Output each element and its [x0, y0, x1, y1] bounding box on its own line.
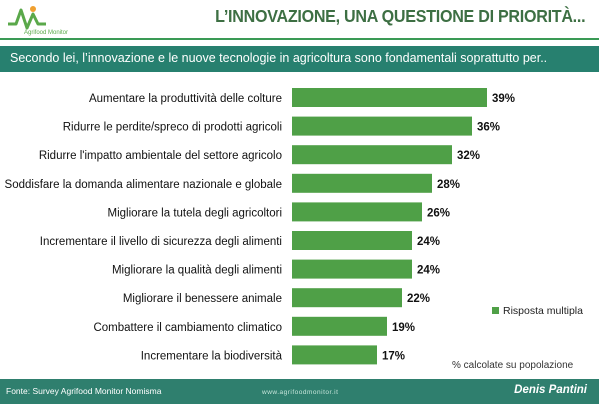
bar [292, 259, 412, 279]
value-label: 17% [382, 350, 405, 362]
value-label: 26% [427, 207, 450, 219]
bar [292, 345, 377, 365]
value-label: 36% [477, 122, 500, 134]
population-note: % calcolate su popolazione [452, 360, 574, 371]
bar [292, 173, 432, 193]
footer-website: www.agrifoodmonitor.it [262, 389, 339, 396]
bar [292, 202, 422, 222]
question-banner [0, 46, 599, 72]
bar [292, 288, 402, 308]
value-label: 39% [492, 93, 515, 105]
category-label: Migliorare la tutela degli agricoltori [108, 207, 283, 219]
bar [292, 145, 452, 165]
title-divider [0, 38, 599, 40]
value-label: 24% [417, 265, 440, 277]
value-label: 19% [392, 322, 415, 334]
chart-legend: Risposta multipla [492, 305, 583, 317]
page-title: L’INNOVAZIONE, UNA QUESTIONE DI PRIORITÀ… [214, 6, 585, 26]
value-label: 24% [417, 236, 440, 248]
bar-chart: Aumentare la produttività delle colture 3… [5, 88, 515, 365]
footer-author: Denis Pantini [514, 384, 587, 396]
category-label: Incrementare il livello di sicurezza deg… [40, 236, 282, 248]
value-label: 28% [437, 179, 460, 191]
bar [292, 316, 387, 336]
footer-source: Fonte: Survey Agrifood Monitor Nomisma [6, 386, 162, 396]
value-label: 22% [407, 293, 430, 305]
bar [292, 231, 412, 250]
category-label: Soddisfare la domanda alimentare naziona… [5, 179, 282, 191]
question-text: Secondo lei, l’innovazione e le nuove te… [10, 51, 548, 65]
category-label: Ridurre le perdite/spreco di prodotti ag… [63, 122, 282, 134]
category-label: Ridurre l'impatto ambientale del settore… [39, 150, 282, 162]
bar [292, 116, 472, 136]
category-label: Incrementare la biodiversità [141, 350, 283, 362]
footer-bar [0, 379, 599, 404]
legend-label: Risposta multipla [503, 305, 583, 317]
logo-text: Agrifood Monitor [24, 30, 69, 36]
category-label: Migliorare il benessere animale [123, 293, 282, 305]
category-label: Aumentare la produttività delle colture [89, 93, 282, 105]
bar [292, 88, 487, 107]
logo-mark-icon [8, 6, 46, 30]
legend-swatch [492, 307, 499, 314]
category-label: Combattere il cambiamento climatico [93, 322, 282, 334]
category-label: Migliorare la qualità degli alimenti [112, 265, 282, 277]
value-label: 32% [457, 150, 480, 162]
agrifood-monitor-logo: Agrifood Monitor [6, 4, 86, 42]
